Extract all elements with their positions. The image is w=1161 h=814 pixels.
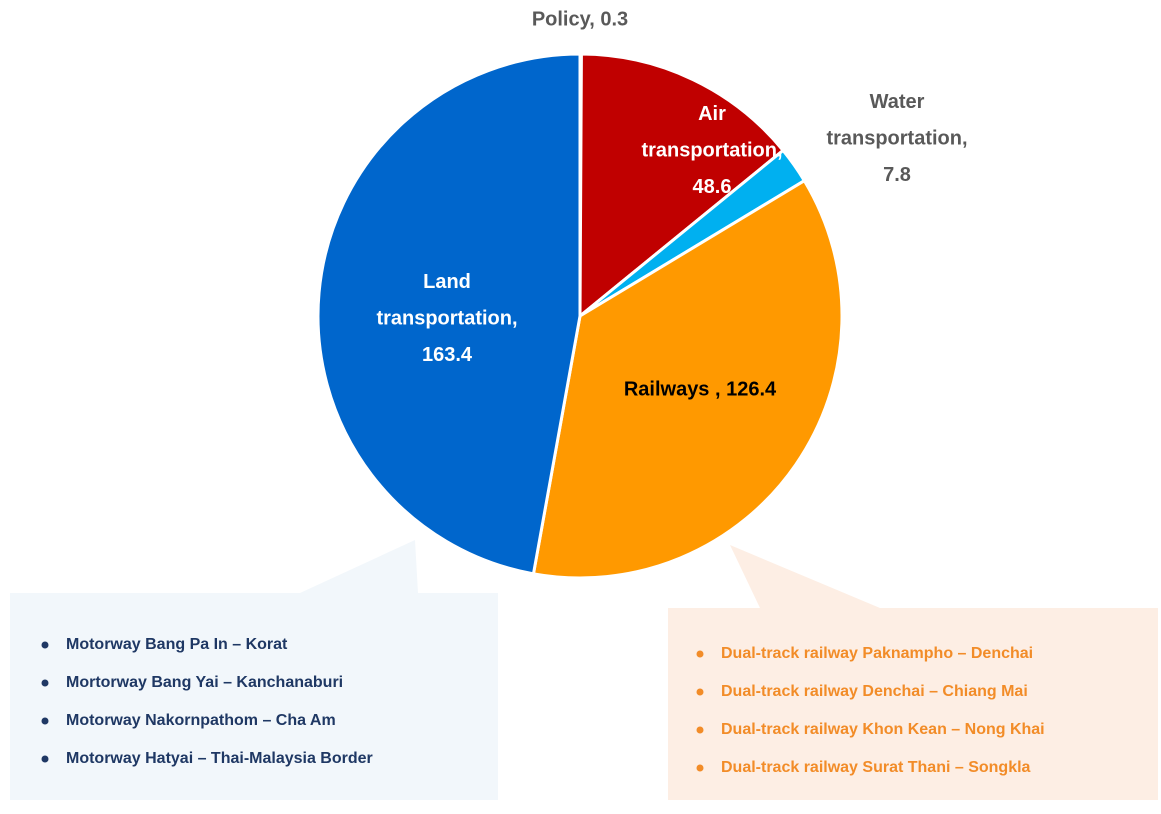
bullet [41,679,49,687]
bullet [41,755,49,763]
pie-slice [531,178,844,580]
bullet [41,641,49,649]
pie-slice [578,52,786,320]
bullet [41,717,49,725]
callout-item: Motorway Hatyai – Thai-Malaysia Border [66,750,373,767]
data-label: Policy, 0.3 [532,8,628,30]
callout-item: Mortorway Bang Yai – Kanchanaburi [66,674,343,691]
data-label: Air transportation, 48.6 [641,103,782,198]
callout-item: Dual-track railway Surat Thani – Songkla [721,759,1031,776]
callout-box [668,608,1158,800]
callout-item: Motorway Bang Pa In – Korat [66,636,288,653]
data-label: Land transportation, 163.4 [376,271,517,366]
callout-item: Dual-track railway Khon Kean – Nong Khai [721,721,1045,738]
callout-pointer [300,540,418,593]
bullet [696,688,704,696]
data-label: Railways , 126.4 [624,378,777,400]
bullet [696,764,704,772]
callout-item: Dual-track railway Paknampho – Denchai [721,645,1033,662]
callout-item: Motorway Nakornpathom – Cha Am [66,712,336,729]
bullet [696,726,704,734]
callout-item: Dual-track railway Denchai – Chiang Mai [721,683,1028,700]
pie-slice [316,52,582,576]
bullet [696,650,704,658]
data-label: Water transportation, 7.8 [826,91,967,186]
callout-pointer [730,545,880,608]
callout-box [10,593,498,800]
